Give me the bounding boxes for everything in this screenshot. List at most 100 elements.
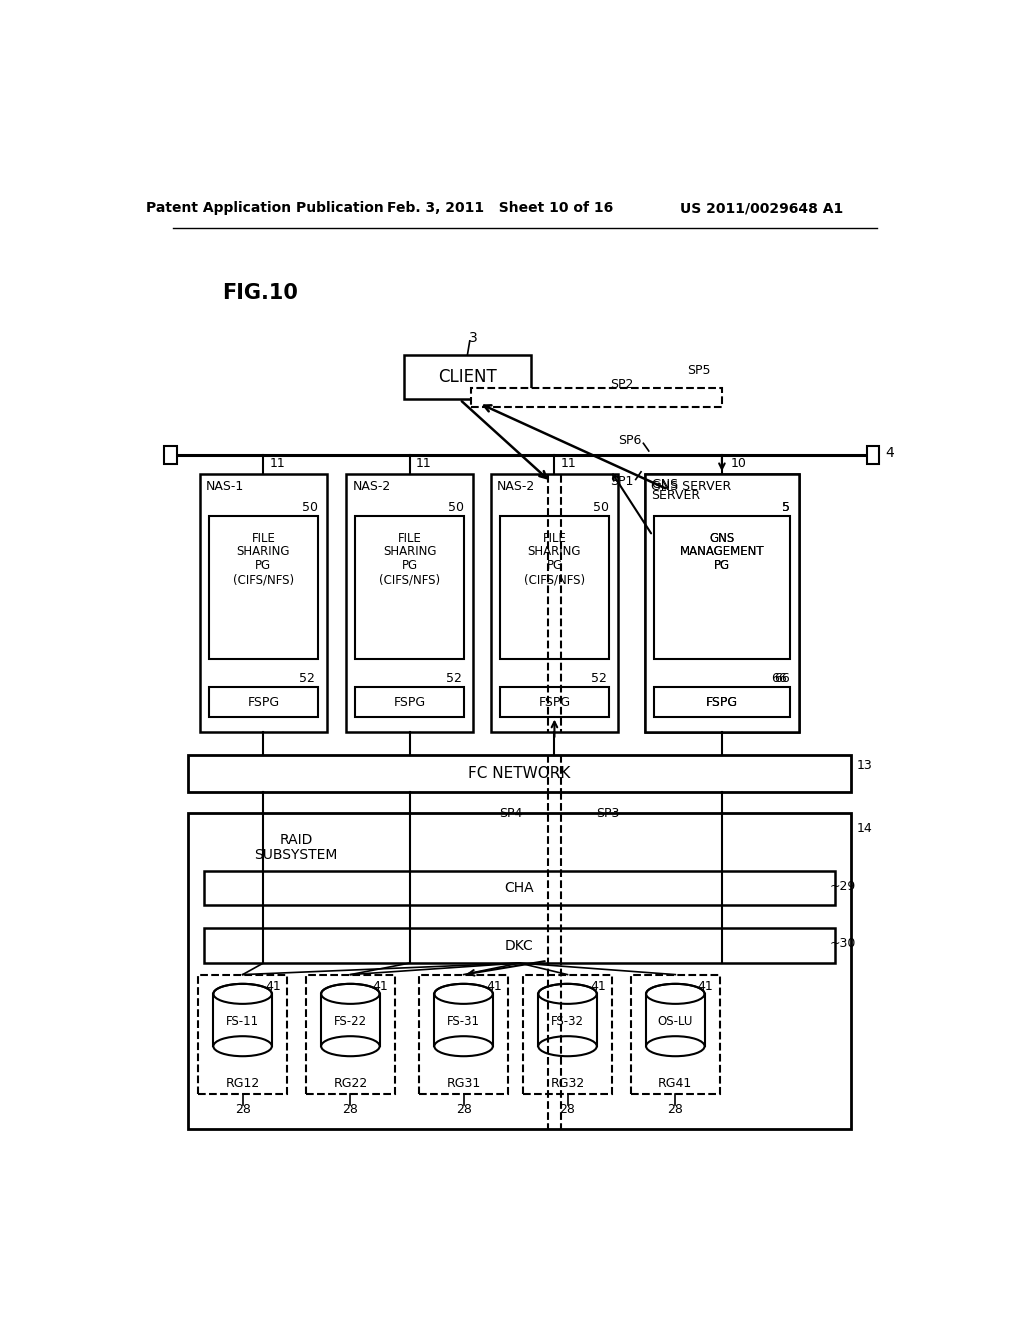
Text: RG32: RG32: [551, 1077, 585, 1090]
Bar: [631, 974, 720, 1094]
Bar: [209, 688, 317, 717]
Ellipse shape: [646, 1036, 705, 1056]
Bar: [355, 688, 464, 717]
Text: MANAGEMENT: MANAGEMENT: [680, 545, 764, 558]
Text: FILE: FILE: [252, 532, 275, 545]
Text: RG31: RG31: [446, 1077, 480, 1090]
Text: 52: 52: [591, 672, 606, 685]
Text: 66: 66: [774, 672, 790, 685]
Bar: [199, 974, 287, 1094]
Text: 11: 11: [269, 457, 285, 470]
Text: 28: 28: [668, 1102, 683, 1115]
Text: 13: 13: [856, 759, 872, 772]
Text: SHARING: SHARING: [383, 545, 436, 558]
Bar: [200, 474, 327, 733]
Bar: [500, 688, 608, 717]
Text: 50: 50: [447, 500, 464, 513]
Text: FS-31: FS-31: [447, 1015, 480, 1028]
Bar: [346, 474, 473, 733]
Text: MANAGEMENT: MANAGEMENT: [680, 545, 764, 558]
Text: Feb. 3, 2011   Sheet 10 of 16: Feb. 3, 2011 Sheet 10 of 16: [387, 202, 613, 215]
Text: 41: 41: [373, 981, 388, 994]
Bar: [209, 516, 317, 659]
Ellipse shape: [646, 983, 705, 1003]
Text: GNS SERVER: GNS SERVER: [651, 480, 731, 492]
Text: 52: 52: [445, 672, 462, 685]
Bar: [165, 446, 177, 465]
Text: SP5: SP5: [687, 364, 711, 378]
Text: 28: 28: [456, 1102, 471, 1115]
Text: US 2011/0029648 A1: US 2011/0029648 A1: [680, 202, 844, 215]
Bar: [654, 688, 790, 717]
Ellipse shape: [322, 1036, 380, 1056]
Text: 66: 66: [772, 672, 787, 685]
Bar: [645, 474, 799, 733]
Bar: [645, 474, 799, 733]
Bar: [434, 994, 493, 1047]
Text: SP4: SP4: [500, 807, 523, 820]
Bar: [654, 516, 790, 659]
Text: FS-22: FS-22: [334, 1015, 367, 1028]
Text: RG41: RG41: [658, 1077, 692, 1090]
Text: PG: PG: [714, 560, 730, 573]
Text: GNS: GNS: [710, 532, 734, 545]
Bar: [654, 688, 790, 717]
Text: FSPG: FSPG: [393, 696, 426, 709]
Bar: [322, 994, 380, 1047]
Text: 41: 41: [265, 981, 281, 994]
Text: SUBSYSTEM: SUBSYSTEM: [254, 849, 338, 862]
Text: 10: 10: [731, 457, 746, 470]
Text: 41: 41: [486, 981, 502, 994]
Ellipse shape: [539, 1036, 597, 1056]
Ellipse shape: [213, 983, 271, 1003]
Text: ~29: ~29: [829, 879, 856, 892]
Text: PG: PG: [547, 560, 562, 573]
Bar: [306, 974, 394, 1094]
Text: FSPG: FSPG: [706, 696, 738, 709]
Text: SHARING: SHARING: [237, 545, 290, 558]
Text: NAS-2: NAS-2: [497, 480, 536, 492]
Text: FILE: FILE: [543, 532, 566, 545]
Text: PG: PG: [714, 560, 730, 573]
Bar: [490, 474, 617, 733]
Text: 11: 11: [560, 457, 577, 470]
Text: (CIFS/NFS): (CIFS/NFS): [232, 573, 294, 586]
Text: 41: 41: [590, 981, 605, 994]
Text: 11: 11: [416, 457, 431, 470]
Text: FILE: FILE: [397, 532, 422, 545]
Bar: [523, 974, 611, 1094]
Bar: [539, 994, 597, 1047]
Ellipse shape: [213, 1036, 271, 1056]
Ellipse shape: [539, 983, 597, 1003]
Bar: [646, 994, 705, 1047]
Text: (CIFS/NFS): (CIFS/NFS): [379, 573, 440, 586]
Bar: [654, 516, 790, 659]
Bar: [500, 516, 608, 659]
Text: 4: 4: [886, 446, 894, 461]
Text: FIG.10: FIG.10: [222, 284, 298, 304]
Text: FSPG: FSPG: [706, 696, 738, 709]
Text: SP2: SP2: [610, 378, 634, 391]
Text: SP6: SP6: [617, 434, 641, 447]
Text: 3: 3: [469, 331, 478, 345]
Ellipse shape: [322, 983, 380, 1003]
Ellipse shape: [434, 1036, 493, 1056]
Text: 50: 50: [593, 500, 608, 513]
Text: Patent Application Publication: Patent Application Publication: [146, 202, 384, 215]
Text: FSPG: FSPG: [539, 696, 570, 709]
Text: FSPG: FSPG: [248, 696, 280, 709]
Bar: [204, 928, 836, 964]
Text: 28: 28: [342, 1102, 358, 1115]
Text: RG12: RG12: [225, 1077, 260, 1090]
Text: 5: 5: [781, 500, 790, 513]
Bar: [188, 755, 851, 792]
Text: 5: 5: [781, 500, 790, 513]
Text: (CIFS/NFS): (CIFS/NFS): [524, 573, 585, 586]
Text: 50: 50: [302, 500, 317, 513]
Bar: [213, 994, 271, 1047]
Text: PG: PG: [401, 560, 418, 573]
Text: 41: 41: [697, 981, 714, 994]
Text: DKC: DKC: [505, 939, 534, 953]
Text: FS-11: FS-11: [226, 1015, 259, 1028]
Text: 52: 52: [299, 672, 315, 685]
